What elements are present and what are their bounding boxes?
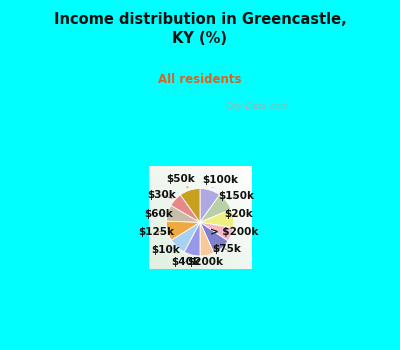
- Text: City-Data.com: City-Data.com: [226, 102, 290, 111]
- Text: $200k: $200k: [188, 257, 224, 267]
- Text: $100k: $100k: [202, 175, 238, 188]
- Text: $60k: $60k: [144, 209, 173, 218]
- Text: $20k: $20k: [224, 209, 253, 219]
- Wedge shape: [166, 221, 200, 240]
- Text: Income distribution in Greencastle,
KY (%): Income distribution in Greencastle, KY (…: [54, 12, 346, 46]
- Wedge shape: [200, 189, 220, 222]
- Wedge shape: [200, 209, 234, 228]
- Text: All residents: All residents: [158, 73, 242, 86]
- Text: $30k: $30k: [147, 190, 176, 200]
- Wedge shape: [200, 222, 233, 241]
- Wedge shape: [171, 195, 200, 222]
- Wedge shape: [200, 195, 231, 222]
- Text: $10k: $10k: [151, 245, 180, 255]
- Wedge shape: [180, 189, 200, 222]
- Wedge shape: [200, 222, 214, 256]
- Text: > $200k: > $200k: [210, 228, 258, 237]
- Wedge shape: [184, 222, 200, 256]
- Wedge shape: [171, 222, 200, 252]
- Wedge shape: [200, 222, 228, 253]
- Text: $125k: $125k: [138, 227, 174, 237]
- Text: $50k: $50k: [166, 174, 195, 188]
- Wedge shape: [166, 205, 200, 222]
- Text: $75k: $75k: [212, 244, 241, 254]
- Text: $150k: $150k: [218, 191, 254, 201]
- Text: $40k: $40k: [171, 257, 200, 267]
